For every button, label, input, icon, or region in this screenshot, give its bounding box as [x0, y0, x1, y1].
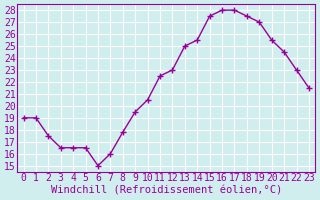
X-axis label: Windchill (Refroidissement éolien,°C): Windchill (Refroidissement éolien,°C) — [51, 186, 282, 196]
